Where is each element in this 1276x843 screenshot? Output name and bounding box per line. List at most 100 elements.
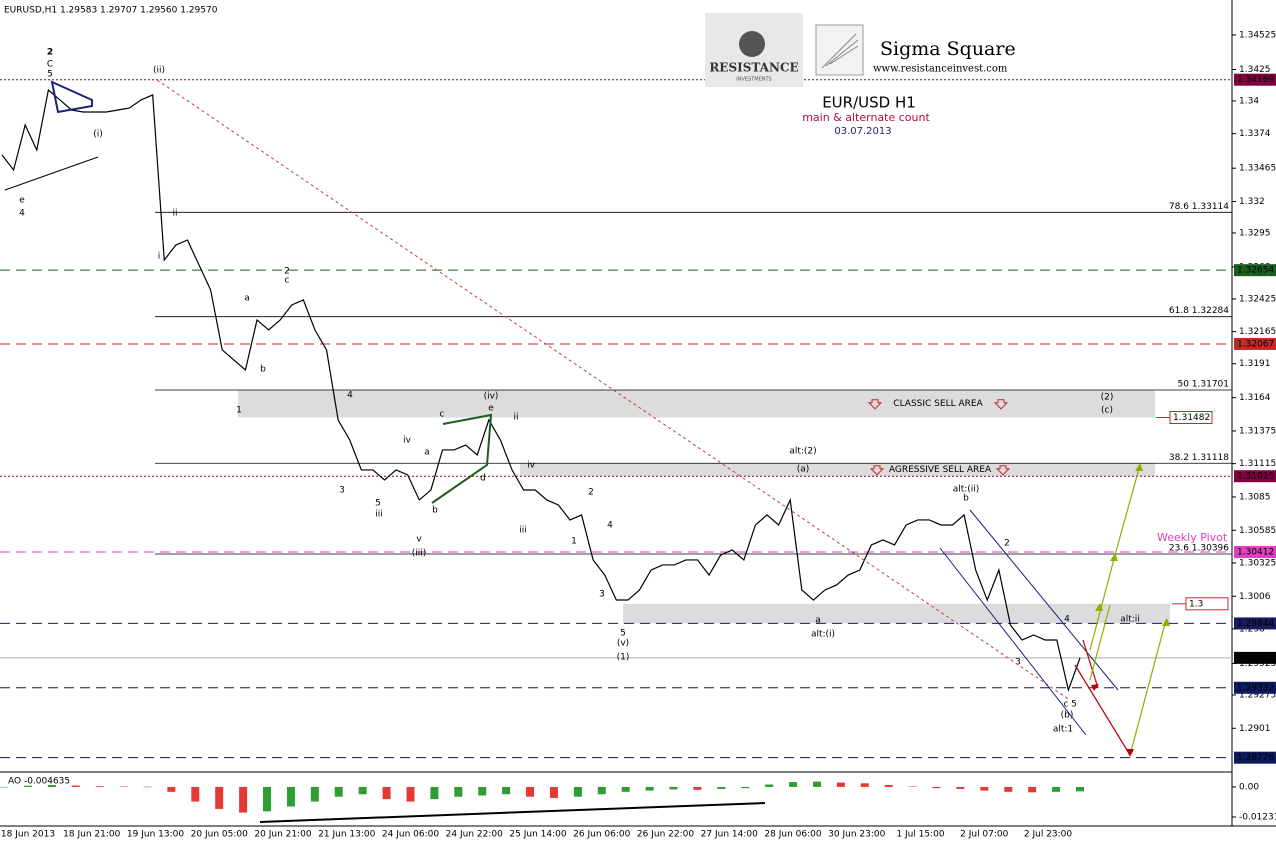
wave-label: a: [815, 616, 821, 626]
logo-emblem: [739, 31, 765, 57]
level-box: [1234, 617, 1276, 630]
x-tick-label: 30 Jun 23:00: [828, 830, 885, 840]
level-box: [1234, 337, 1276, 350]
website: www.resistanceinvest.com: [873, 64, 1008, 75]
wave-label: (iii): [412, 549, 427, 559]
ao-bar: [765, 784, 774, 787]
x-tick-label: 18 Jun 2013: [1, 830, 55, 840]
arrowheads: [1091, 684, 1134, 757]
level-label: 1.2957: [1237, 653, 1269, 663]
ao-bar: [980, 786, 989, 791]
level-box: [1234, 681, 1276, 694]
zone-arrow: [867, 399, 883, 410]
level-box: [1234, 264, 1276, 277]
brand-logo-lines: [821, 33, 859, 69]
x-tick-label: 27 Jun 14:00: [701, 830, 758, 840]
wave-label: e: [19, 196, 25, 206]
logo-text: RESISTANCE: [709, 61, 798, 75]
y-tick-label: 1.32425: [1239, 294, 1276, 304]
fib-label: 38.2 1.31118: [1169, 453, 1229, 463]
level-label: 1.28776: [1237, 753, 1274, 763]
y-tick-label: 1.30325: [1239, 558, 1276, 568]
header: EURUSD,H1 1.29583 1.29707 1.29560 1.2957…: [4, 6, 218, 16]
y-tick-label: 1.29525: [1239, 659, 1276, 669]
trend-line: [156, 79, 1071, 701]
triangle: [431, 413, 493, 504]
channel-line: [939, 547, 1087, 736]
wave-label: C: [47, 60, 53, 70]
y-tick-label: 1.3191: [1239, 359, 1271, 369]
level-box: [1185, 597, 1229, 611]
y-tick-label: 1.33465: [1239, 164, 1276, 174]
y-tick-label: 1.32165: [1239, 327, 1276, 337]
ao-bar: [310, 786, 319, 802]
wave-label: 3: [1015, 658, 1021, 668]
wave-label: 2: [1004, 539, 1010, 549]
wave-label: 5: [47, 70, 53, 80]
wave-label: b: [432, 506, 438, 516]
y-tick-label: 1.34525: [1239, 30, 1276, 40]
wave-label: iv: [527, 461, 536, 471]
wave-label: (v): [617, 639, 629, 649]
y-tick-label: 1.298: [1239, 624, 1265, 634]
x-tick-label: 26 Jun 22:00: [637, 830, 694, 840]
zone-arrow: [995, 465, 1011, 476]
ao-bar: [71, 785, 80, 787]
y-tick-label: -0.012311: [1239, 812, 1276, 822]
ao-bar: [382, 786, 391, 800]
ao-bar: [358, 786, 367, 795]
x-tick-label: 2 Jul 07:00: [960, 830, 1009, 840]
y-tick-label: 1.29275: [1239, 690, 1276, 700]
ao-bar: [1052, 786, 1061, 792]
wave-label: i: [158, 252, 161, 262]
triangle: [50, 80, 93, 114]
ao-bar: [908, 786, 917, 787]
ao-bar: [717, 786, 726, 789]
y-tick-label: 1.3085: [1239, 492, 1271, 502]
ao-bar: [0, 786, 8, 788]
wave-label: (i): [93, 130, 103, 140]
wave-label: iv: [403, 436, 412, 446]
wave-label: iii: [519, 526, 527, 536]
logo-subtext: INVESTMENTS: [736, 77, 771, 83]
level-label: 1.29332: [1237, 683, 1274, 693]
date: 03.07.2013: [834, 126, 891, 137]
ao-bar: [23, 785, 32, 787]
y-tick-label: 1.3006: [1239, 592, 1271, 602]
ao-bar: [95, 786, 104, 787]
level-label: 1.34169: [1237, 75, 1274, 85]
ao-bar: [167, 786, 176, 792]
wave-label: 3: [339, 486, 345, 496]
wave-label: a: [424, 448, 430, 458]
ao-bar: [191, 786, 200, 802]
ao-bar: [645, 786, 654, 791]
x-tick-label: 21 Jun 13:00: [318, 830, 375, 840]
chart-title: EUR/USD H1: [822, 94, 916, 112]
wave-label: c: [1064, 700, 1069, 710]
wave-label: b: [260, 365, 266, 375]
fib-label: 23.6 1.30396: [1169, 544, 1229, 554]
wave-label: iii: [375, 510, 383, 520]
brand-name: Sigma Square: [880, 38, 1016, 60]
level-box: [1234, 651, 1276, 664]
ao-bar: [454, 786, 463, 797]
level-label: 1.29844: [1237, 619, 1274, 629]
zone-arrow: [993, 399, 1009, 410]
ao-bar: [932, 786, 941, 789]
wave-label: 1: [236, 406, 242, 416]
wave-label: v: [416, 535, 422, 545]
wave-label: 4: [1064, 615, 1070, 625]
x-tick-label: 18 Jun 21:00: [63, 830, 120, 840]
wave-label: alt:ii: [1120, 615, 1140, 625]
price-line: [1, 88, 1081, 693]
wave-label: alt:(i): [811, 630, 835, 640]
wave-label: c: [285, 276, 290, 286]
wave-label: 1: [571, 537, 577, 547]
plot-layer: 1.345251.34251.341.33741.334651.3321.329…: [0, 30, 1276, 840]
x-tick-label: 28 Jun 06:00: [764, 830, 821, 840]
x-tick-label: 25 Jun 14:00: [509, 830, 566, 840]
x-tick-label: 20 Jun 05:00: [191, 830, 248, 840]
ao-bar: [884, 785, 893, 787]
ao-bar: [263, 786, 272, 812]
